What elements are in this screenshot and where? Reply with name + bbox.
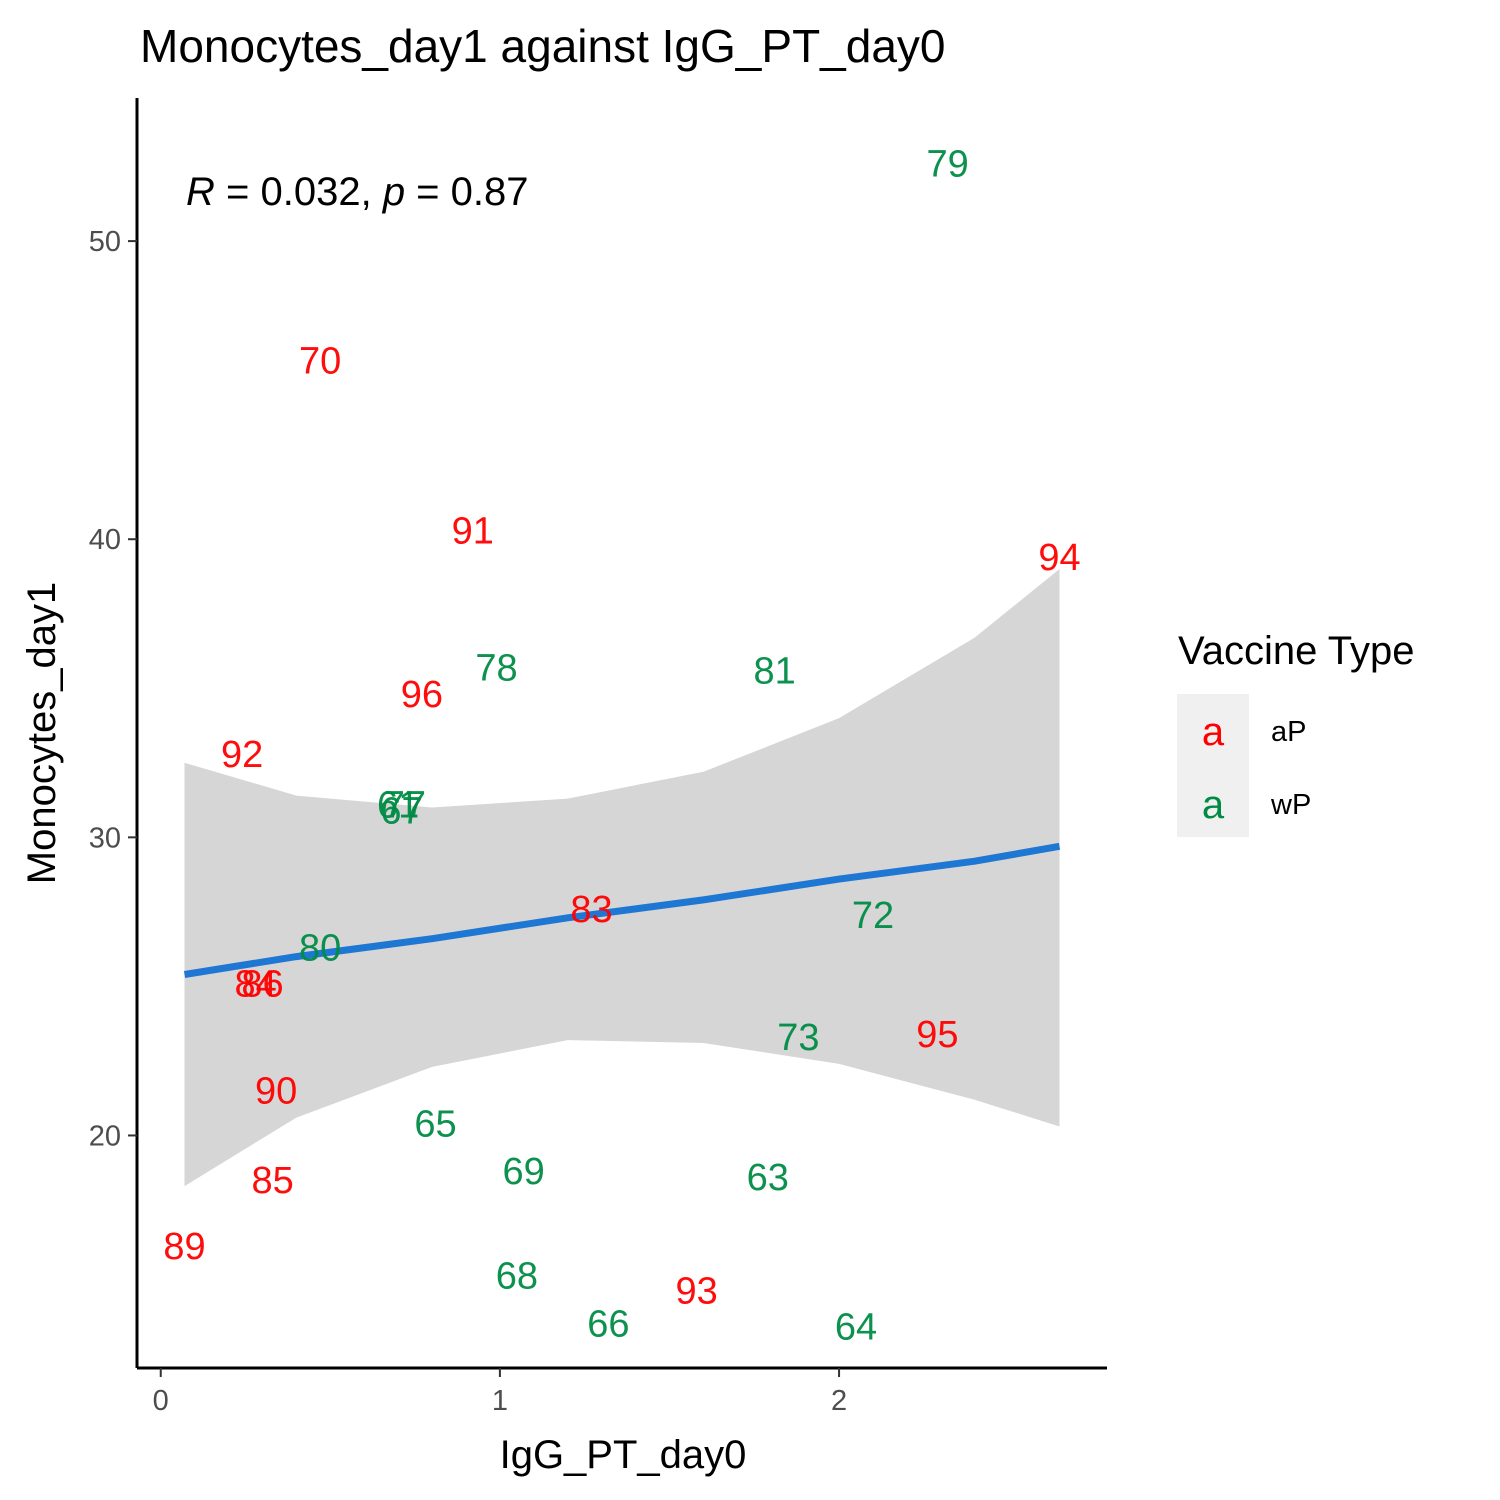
confidence-band: [184, 569, 1060, 1187]
legend: Vaccine Type a aP a wP: [1177, 629, 1414, 837]
point-label-77: 77: [384, 785, 426, 827]
point-label-67: 67: [380, 791, 422, 833]
x-ticks: 0 1 2: [153, 1368, 847, 1417]
point-label-94: 94: [1038, 537, 1080, 579]
legend-title: Vaccine Type: [1178, 629, 1414, 673]
x-axis-title: IgG_PT_day0: [500, 1433, 747, 1477]
point-label-69: 69: [502, 1151, 544, 1193]
y-tick-label: 50: [89, 226, 121, 258]
point-label-61: 61: [377, 785, 419, 827]
point-label-73: 73: [777, 1017, 819, 1059]
legend-label-wp: wP: [1270, 789, 1311, 821]
point-label-84: 84: [235, 963, 277, 1005]
p-symbol: p: [382, 170, 405, 214]
point-label-80: 80: [299, 928, 341, 970]
point-label-91: 91: [452, 510, 494, 552]
y-axis-title: Monocytes_day1: [20, 582, 64, 884]
point-label-85: 85: [252, 1160, 294, 1202]
point-label-63: 63: [747, 1157, 789, 1199]
x-tick-label: 0: [153, 1385, 169, 1417]
y-tick-label: 20: [89, 1120, 121, 1152]
point-label-72: 72: [852, 895, 894, 937]
y-tick-label: 40: [89, 524, 121, 556]
y-tick-label: 30: [89, 822, 121, 854]
point-label-64: 64: [835, 1306, 877, 1348]
point-label-92: 92: [221, 734, 263, 776]
y-ticks: 20 30 40 50: [89, 226, 137, 1152]
point-label-86: 86: [241, 963, 283, 1005]
point-label-83: 83: [570, 889, 612, 931]
x-tick-label: 1: [492, 1385, 508, 1417]
point-label-70: 70: [299, 340, 341, 382]
correlation-annotation: R = 0.032, p = 0.87: [186, 170, 529, 214]
axes: 0 1 2 20 30 40 50: [89, 98, 1107, 1417]
fit-line-layer: [183, 842, 1061, 978]
x-tick-label: 2: [831, 1385, 847, 1417]
point-label-96: 96: [401, 674, 443, 716]
point-label-65: 65: [414, 1104, 456, 1146]
legend-key-background: [1177, 694, 1249, 837]
legend-label-ap: aP: [1271, 716, 1306, 748]
r-value: = 0.032,: [215, 170, 383, 214]
point-label-78: 78: [475, 647, 517, 689]
point-label-93: 93: [675, 1271, 717, 1313]
point-label-68: 68: [496, 1256, 538, 1298]
regression-line: [183, 842, 1061, 978]
point-label-81: 81: [753, 650, 795, 692]
legend-key-ap: a: [1202, 710, 1225, 754]
point-label-79: 79: [926, 144, 968, 186]
chart-title: Monocytes_day1 against IgG_PT_day0: [140, 20, 946, 72]
point-label-89: 89: [163, 1226, 205, 1268]
confidence-band-layer: [184, 569, 1060, 1187]
point-label-95: 95: [916, 1014, 958, 1056]
point-label-66: 66: [587, 1303, 629, 1345]
r-symbol: R: [186, 170, 215, 214]
legend-key-wp: a: [1202, 783, 1225, 827]
p-value: = 0.87: [405, 170, 528, 214]
point-label-90: 90: [255, 1071, 297, 1113]
